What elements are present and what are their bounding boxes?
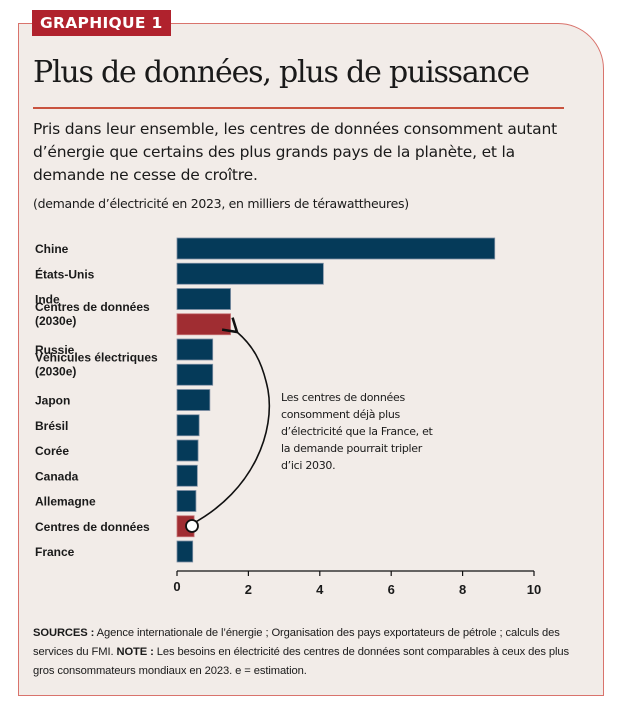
- figure-badge: GRAPHIQUE 1: [32, 10, 171, 36]
- bar-états-unis: [176, 262, 324, 285]
- category-label: Corée: [35, 444, 69, 458]
- annotation-marker: [185, 519, 199, 533]
- x-tick-label: 0: [173, 579, 180, 594]
- x-tick-label: 2: [245, 582, 252, 597]
- sources-label: SOURCES :: [33, 627, 95, 639]
- x-tick-label: 10: [527, 582, 541, 597]
- x-tick-label: 8: [459, 582, 466, 597]
- category-label: Canada: [35, 469, 79, 483]
- annotation-arrow: [191, 317, 271, 525]
- category-label: Allemagne: [35, 495, 96, 509]
- x-tick-label: 4: [316, 582, 324, 597]
- category-label: Brésil: [35, 419, 68, 433]
- bar-russie: [176, 338, 214, 361]
- category-label: Chine: [35, 242, 69, 256]
- bar-chine: [176, 237, 496, 260]
- category-label: Centres de données: [35, 520, 150, 534]
- chart-subtitle: Pris dans leur ensemble, les centres de …: [33, 120, 557, 184]
- bar-allemagne: [176, 490, 197, 512]
- category-label: Inde: [35, 293, 60, 307]
- annotation-text: Les centres de données consomment déjà p…: [281, 391, 433, 472]
- category-label: États-Unis: [35, 266, 95, 281]
- bar-france: [176, 540, 194, 563]
- category-label: Centres de données: [35, 300, 150, 314]
- x-axis: 0 2 4 6 8 10: [173, 570, 541, 597]
- sources-text: Agence internationale de l’énergie ; Org…: [33, 627, 560, 658]
- chart-frame: [18, 23, 604, 696]
- category-label: (2030e): [35, 314, 76, 328]
- note-label: NOTE :: [116, 646, 154, 658]
- bar-véhicules-électriques-2030e-: [176, 363, 214, 386]
- category-label: Japon: [35, 394, 70, 408]
- title-divider: [33, 107, 564, 109]
- category-label: Véhicules électriques: [35, 350, 158, 364]
- category-label: Russie: [35, 343, 75, 357]
- bar-centres-de-données-2030e-: [176, 313, 231, 336]
- bar-canada: [176, 464, 198, 487]
- bar-inde: [176, 288, 231, 310]
- note-text: Les besoins en électricité des centres d…: [33, 646, 569, 677]
- bar-corée: [176, 439, 199, 462]
- bar-japon: [176, 389, 211, 411]
- chart-title: Plus de données, plus de puissance: [33, 55, 530, 90]
- bar-brésil: [176, 414, 200, 437]
- bars-layer: [176, 237, 496, 563]
- x-tick-label: 6: [388, 582, 395, 597]
- category-label: (2030e): [35, 364, 76, 378]
- category-label: France: [35, 545, 75, 559]
- chart-footer: SOURCES : Agence internationale de l’éne…: [33, 624, 593, 681]
- units-label: (demande d’électricité en 2023, en milli…: [33, 196, 409, 211]
